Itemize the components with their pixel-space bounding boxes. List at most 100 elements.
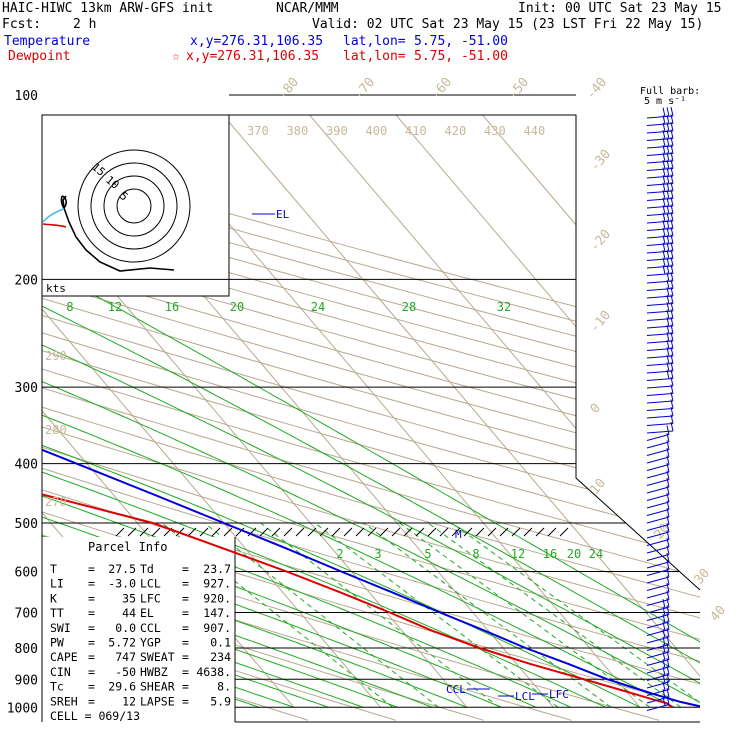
- wind-barb-flag: [666, 522, 670, 533]
- wind-barb-flag: [670, 189, 674, 199]
- moist-adiabat-line: [42, 119, 700, 708]
- wind-barb-flag: [662, 205, 666, 215]
- wind-barb-flag: [670, 316, 674, 327]
- parcel-key2: YGP: [140, 636, 161, 650]
- wind-barb-staff: [646, 348, 674, 351]
- parcel-eq: =: [88, 665, 95, 679]
- wind-barb-staff: [646, 175, 674, 179]
- org-label: NCAR/MMM: [276, 1, 339, 16]
- hatch-mark: [511, 527, 521, 537]
- temperature-legend: Temperature: [4, 34, 91, 49]
- mixing-ratio-label: 5: [424, 547, 431, 561]
- mixing-ratio-label: 24: [589, 547, 603, 561]
- hatch-mark: [307, 527, 317, 537]
- wind-barb-flag: [662, 190, 666, 200]
- parcel-value2: 8.: [217, 680, 231, 694]
- parcel-eq2: =: [182, 694, 189, 708]
- parcel-key: T: [50, 562, 57, 576]
- wind-barb-flag: [666, 332, 670, 342]
- parcel-key: CAPE: [50, 650, 78, 664]
- wind-barb-flag: [670, 264, 674, 274]
- wind-barb-staff: [646, 651, 670, 659]
- wind-barb-staff: [646, 228, 674, 231]
- moist-adiabat-line: [42, 119, 675, 708]
- wind-barb-flag: [670, 279, 674, 289]
- parcel-value: 12: [122, 694, 136, 708]
- moist-adiabat-line: [42, 310, 364, 708]
- wind-barb-flag: [670, 219, 674, 229]
- hatch-mark: [271, 527, 281, 537]
- wind-barb-staff: [646, 333, 674, 336]
- hatch-mark: [415, 527, 425, 537]
- parcel-value: 44: [122, 606, 136, 620]
- wind-barb-staff: [646, 569, 670, 576]
- wind-barb-flag: [666, 159, 670, 169]
- pressure-tick-label: 1000: [7, 701, 38, 716]
- wind-barb-flag: [666, 695, 670, 705]
- hatch-mark: [235, 527, 245, 537]
- hatch-mark: [559, 527, 569, 537]
- mixing-ratio-label: 8: [66, 300, 73, 314]
- hodograph-trace-loop: [60, 195, 67, 210]
- hatch-mark: [151, 527, 161, 537]
- wind-barb-flag: [666, 492, 670, 503]
- wind-barb-flag: [666, 219, 670, 229]
- wind-barb-flag: [666, 362, 670, 372]
- wind-barb-flag: [662, 137, 666, 147]
- dry-adiabat-line: [42, 115, 700, 721]
- theta-label: 380: [287, 124, 309, 138]
- wind-barb-staff: [646, 636, 670, 644]
- wind-barb-flag: [670, 361, 674, 372]
- theta-label: 370: [247, 124, 269, 138]
- wind-barb-flag: [666, 302, 670, 312]
- wind-barb-unit: 5 m s⁻¹: [644, 96, 686, 107]
- wind-barb-staff: [646, 325, 674, 329]
- wind-barb-staff: [646, 415, 674, 419]
- wind-barb-flag: [666, 264, 670, 274]
- wind-barb-staff: [646, 130, 674, 134]
- hodograph-ring: [90, 162, 178, 250]
- dry-adiabat-line: [42, 115, 700, 721]
- wind-barb-staff: [646, 456, 670, 464]
- wind-barb-staff: [646, 145, 674, 149]
- wind-barb-staff: [646, 265, 674, 269]
- parcel-key2: Td: [140, 562, 154, 576]
- wind-barb-flag: [670, 226, 674, 237]
- parcel-value: 27.5: [108, 562, 136, 576]
- wind-barb-flag: [662, 250, 666, 260]
- wind-barb-staff: [646, 123, 674, 126]
- wind-barb-flag: [670, 159, 674, 169]
- mixing-ratio-label: 2: [336, 547, 343, 561]
- hodograph-trace: [62, 195, 175, 272]
- wind-barb-staff: [646, 599, 670, 606]
- wind-barb-staff: [646, 115, 674, 119]
- parcel-eq: =: [88, 650, 95, 664]
- dry-adiabat-line: [42, 115, 700, 721]
- wind-barb-flag: [666, 440, 670, 450]
- wind-barb-flag: [666, 500, 670, 510]
- wind-barb-staff: [646, 198, 674, 201]
- wind-barb-flag: [662, 621, 666, 631]
- mixing-ratio-line: [314, 522, 559, 708]
- isotherm-line: [378, 115, 700, 708]
- wind-barb-flag: [662, 175, 666, 185]
- hatch-mark: [391, 527, 401, 537]
- wind-barb-staff: [646, 153, 674, 156]
- level-marker-lcl: LCL: [515, 690, 535, 703]
- wind-barb-flag: [662, 681, 666, 691]
- dewpoint-series-line: [42, 115, 673, 709]
- parcel-cell: CELL = 069/13: [50, 709, 140, 723]
- wind-barb-flag: [670, 241, 674, 252]
- wind-barb-flag: [670, 136, 674, 147]
- wind-barb-flag: [666, 597, 670, 608]
- wind-barb-flag: [662, 107, 666, 117]
- hodograph-trace-sfc: [42, 223, 67, 228]
- wind-barb-flag: [666, 657, 670, 668]
- wind-barb-flag: [666, 144, 670, 154]
- wind-barb-flag: [666, 425, 670, 435]
- theta-label: 420: [445, 124, 467, 138]
- level-marker-ccl: CCL: [446, 683, 466, 696]
- wind-barb-flag: [670, 421, 674, 432]
- wind-barb-flag: [662, 688, 666, 699]
- wind-barb-flag: [670, 294, 674, 304]
